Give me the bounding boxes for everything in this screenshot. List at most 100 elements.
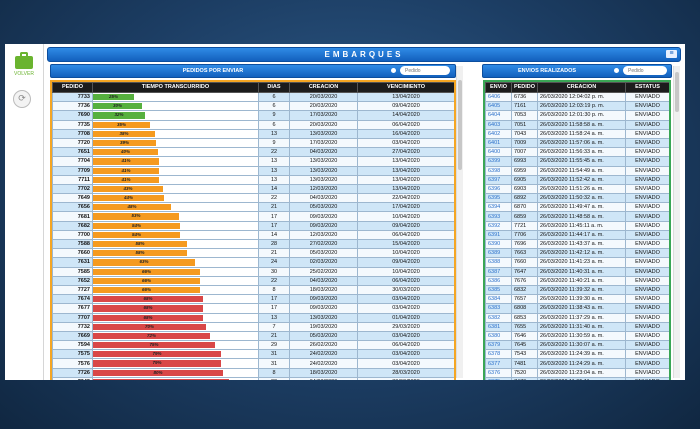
menu-icon[interactable]: ≡ — [666, 50, 677, 58]
table-row[interactable]: 7735 35% 6 20/03/2020 06/04/2020 — [52, 119, 454, 130]
pending-scroll-thumb[interactable] — [458, 80, 462, 170]
elapsed-progress-bar: 66% — [93, 286, 200, 294]
col-pedido-header[interactable]: PEDIDO — [511, 82, 538, 93]
table-row[interactable]: 7736 30% 6 20/03/2020 09/04/2020 — [52, 101, 454, 112]
due-date: 14/04/2020 — [357, 110, 454, 121]
sent-scrollbar[interactable] — [673, 66, 680, 378]
table-row[interactable]: 7726 80% 8 18/03/2020 28/03/2020 — [52, 367, 454, 378]
table-row[interactable]: 7631 63% 24 02/03/2020 09/04/2020 — [52, 257, 454, 268]
shipment-id: 6405 — [485, 101, 512, 112]
table-row[interactable]: 6406 6736 26/03/2020 12:04:02 p. m. ENVIADO — [485, 91, 669, 103]
shipment-id: 6399 — [485, 156, 512, 167]
pending-search-input[interactable] — [400, 66, 450, 75]
table-row[interactable]: 7711 41% 13 13/03/2020 13/04/2020 — [52, 174, 454, 185]
table-row[interactable]: 6386 7676 26/03/2020 11:40:21 a. m. ENVIADO — [485, 275, 669, 286]
col-pedido-header[interactable]: PEDIDO — [52, 82, 93, 93]
table-row[interactable]: 7594 75% 29 26/02/2020 06/04/2020 — [52, 340, 454, 351]
col-envio-header[interactable]: ENVIO — [485, 82, 512, 93]
table-row[interactable]: 6391 7706 26/03/2020 11:44:17 a. m. ENVIADO — [485, 229, 669, 241]
table-row[interactable]: 6402 7043 26/03/2020 11:58:24 a. m. ENVIADO — [485, 128, 669, 139]
table-row[interactable]: 7652 66% 22 04/03/2020 06/04/2020 — [52, 275, 454, 286]
table-row[interactable]: 7649 44% 22 04/03/2020 22/04/2020 — [52, 193, 454, 204]
table-row[interactable]: 6400 7007 26/03/2020 11:56:33 a. m. ENVIADO — [485, 147, 669, 158]
table-row[interactable]: 6383 6808 26/03/2020 11:38:43 a. m. ENVIADO — [485, 303, 669, 314]
col-creacion-header[interactable]: CREACION — [289, 82, 358, 93]
creation-date: 24/02/2020 — [289, 358, 358, 369]
table-row[interactable]: 6399 6993 26/03/2020 11:55:45 a. m. ENVIADO — [485, 156, 669, 167]
table-row[interactable]: 7576 79% 31 24/02/2020 03/04/2020 — [52, 358, 454, 369]
table-row[interactable]: 6401 7009 26/03/2020 11:57:06 a. m. ENVIADO — [485, 137, 669, 149]
col-estatus-header[interactable]: ESTATUS — [625, 82, 669, 93]
table-row[interactable]: 7708 38% 13 13/03/2020 16/04/2020 — [52, 128, 454, 139]
table-row[interactable]: 6385 6832 26/03/2020 11:39:32 a. m. ENVIADO — [485, 284, 669, 296]
table-row[interactable]: 6390 7696 26/03/2020 11:43:37 a. m. ENVIADO — [485, 238, 669, 250]
table-row[interactable]: 6404 7053 26/03/2020 12:01:30 p. m. ENVIADO — [485, 110, 669, 121]
table-row[interactable]: 6380 7646 26/03/2020 11:30:59 a. m. ENVIADO — [485, 330, 669, 342]
table-row[interactable]: 7690 32% 9 17/03/2020 14/04/2020 — [52, 110, 454, 121]
pending-scrollbar[interactable] — [456, 66, 463, 378]
table-row[interactable]: 6393 6859 26/03/2020 11:48:58 a. m. ENVIADO — [485, 211, 669, 222]
table-row[interactable]: 7575 79% 31 24/02/2020 03/04/2020 — [52, 349, 454, 360]
creation-date: 09/03/2020 — [289, 294, 358, 305]
table-row[interactable]: 7656 48% 21 05/03/2020 17/04/2020 — [52, 202, 454, 213]
col-creacion-header[interactable]: CREACION — [537, 82, 626, 93]
sent-search-input[interactable] — [623, 66, 667, 75]
table-row[interactable]: 6382 6853 26/03/2020 11:37:29 a. m. ENVIADO — [485, 312, 669, 323]
table-row[interactable]: 7720 39% 9 17/03/2020 03/04/2020 — [52, 137, 454, 149]
col-tiempo-header[interactable]: TIEMPO TRANSCURRIDO — [92, 82, 259, 93]
table-row[interactable]: 7660 58% 21 05/03/2020 10/04/2020 — [52, 248, 454, 259]
order-id: 7043 — [511, 128, 538, 139]
table-row[interactable]: 6405 7161 26/03/2020 12:03:19 p. m. ENVIADO — [485, 101, 669, 112]
refresh-icon[interactable]: ⟳ — [13, 90, 31, 108]
table-row[interactable]: 6377 7481 26/03/2020 11:24:29 a. m. ENVIADO — [485, 358, 669, 369]
table-row[interactable]: 6403 7051 26/03/2020 11:58:58 a. m. ENVIADO — [485, 119, 669, 130]
table-row[interactable]: 7733 25% 6 20/03/2020 13/04/2020 — [52, 91, 454, 103]
filter-radio[interactable] — [391, 68, 396, 73]
days-count: 7 — [258, 321, 290, 332]
table-row[interactable]: 6384 7657 26/03/2020 11:39:30 a. m. ENVIADO — [485, 294, 669, 305]
table-row[interactable]: 6387 7647 26/03/2020 11:40:31 a. m. ENVIADO — [485, 266, 669, 277]
table-row[interactable]: 7700 54% 14 12/03/2020 06/04/2020 — [52, 229, 454, 241]
table-row[interactable]: 7674 68% 17 09/03/2020 03/04/2020 — [52, 294, 454, 305]
shipment-id: 6393 — [485, 211, 512, 222]
table-row[interactable]: 7727 66% 8 18/03/2020 30/03/2020 — [52, 284, 454, 296]
table-row[interactable]: 6394 6870 26/03/2020 11:49:47 a. m. ENVIADO — [485, 202, 669, 213]
table-row[interactable]: 7651 40% 22 04/03/2020 27/04/2020 — [52, 147, 454, 158]
table-row[interactable]: 6379 7645 26/03/2020 11:30:07 a. m. ENVIADO — [485, 340, 669, 351]
table-row[interactable]: 6398 6959 26/03/2020 11:54:49 a. m. ENVIADO — [485, 165, 669, 176]
table-row[interactable]: 6395 6892 26/03/2020 11:50:32 a. m. ENVIADO — [485, 193, 669, 204]
days-count: 13 — [258, 312, 290, 323]
table-row[interactable]: 7682 54% 17 09/03/2020 09/04/2020 — [52, 220, 454, 231]
table-row[interactable]: 6376 7520 26/03/2020 11:23:04 a. m. ENVIADO — [485, 367, 669, 378]
table-row[interactable]: 7681 53% 17 09/03/2020 10/04/2020 — [52, 211, 454, 222]
table-row[interactable]: 7585 66% 30 25/02/2020 10/04/2020 — [52, 266, 454, 277]
table-row[interactable]: 6388 7660 26/03/2020 11:41:23 a. m. ENVIADO — [485, 257, 669, 268]
elapsed-progress-bar: 41% — [93, 167, 159, 174]
table-row[interactable]: 7709 41% 13 13/03/2020 13/04/2020 — [52, 165, 454, 176]
table-row[interactable]: 6397 6905 26/03/2020 11:52:42 a. m. ENVIADO — [485, 174, 669, 185]
table-row[interactable]: 6392 7721 26/03/2020 11:45:11 a. m. ENVIADO — [485, 220, 669, 231]
table-row[interactable]: 6375747026/03/2020 11:05:11 a. m.ENVIADO — [485, 376, 669, 380]
table-row[interactable]: 7588 58% 28 27/02/2020 15/04/2020 — [52, 238, 454, 250]
table-row[interactable]: 6378 7543 26/03/2020 11:24:39 a. m. ENVIADO — [485, 349, 669, 360]
table-row[interactable]: 7704 41% 13 13/03/2020 13/04/2020 — [52, 156, 454, 167]
filter-radio[interactable] — [614, 68, 619, 73]
table-row[interactable]: 7677 68% 17 09/03/2020 03/04/2020 — [52, 303, 454, 314]
home-button[interactable]: VOLVER — [12, 52, 36, 77]
sent-scroll-thumb[interactable] — [675, 72, 679, 112]
status-text: ENVIADO — [625, 294, 669, 305]
sent-shipments-table: ENVIO PEDIDO CREACION ESTATUS 6406 6736 26/03… — [485, 82, 669, 380]
creation-timestamp: 26/03/2020 11:30:07 a. m. — [537, 340, 626, 351]
shipment-id: 6388 — [485, 257, 512, 268]
table-row[interactable]: 6389 7663 26/03/2020 11:42:12 a. m. ENVIADO — [485, 248, 669, 259]
table-row[interactable]: 6396 6903 26/03/2020 11:51:26 a. m. ENVIADO — [485, 183, 669, 195]
table-row[interactable]: 7702 43% 14 12/03/2020 13/04/2020 — [52, 183, 454, 195]
col-dias-header[interactable]: DIAS — [258, 82, 290, 93]
table-row[interactable]: 7707 68% 13 13/03/2020 01/04/2020 — [52, 312, 454, 323]
table-row[interactable]: 7669 72% 21 05/03/2020 03/04/2020 — [52, 330, 454, 342]
col-vencimiento-header[interactable]: VENCIMIENTO — [357, 82, 454, 93]
order-id: 7674 — [52, 294, 93, 305]
table-row[interactable]: 7732 70% 7 19/03/2020 29/03/2020 — [52, 321, 454, 332]
table-row[interactable]: 6381 7655 26/03/2020 11:31:40 a. m. ENVIADO — [485, 321, 669, 332]
